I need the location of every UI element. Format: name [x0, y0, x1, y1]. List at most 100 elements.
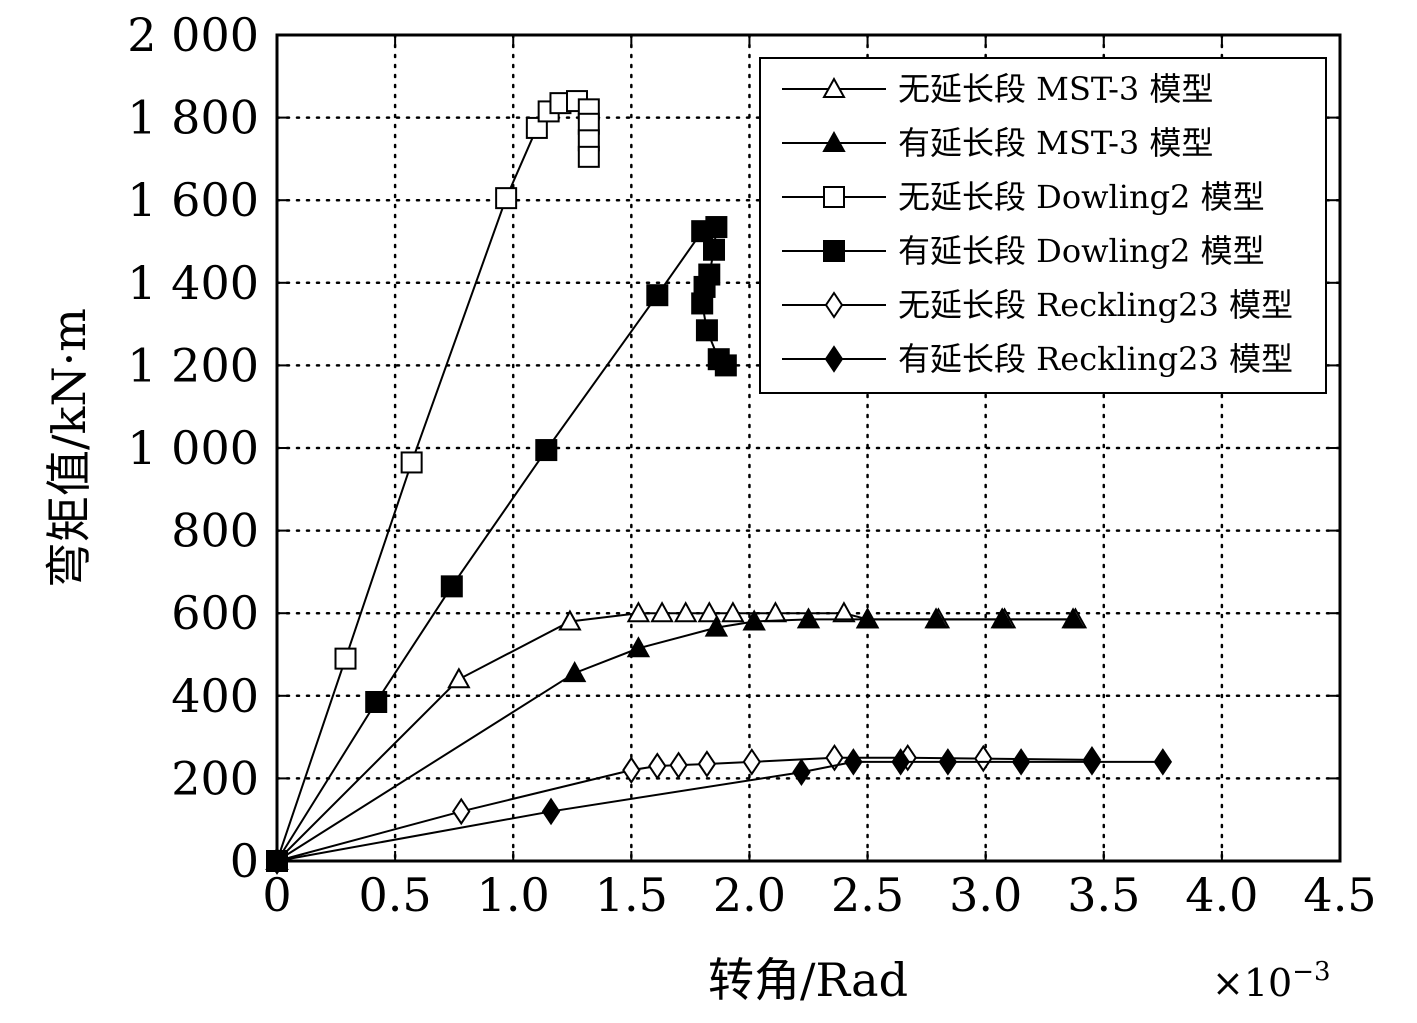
legend-entry: 无延长段 MST-3 模型	[782, 70, 1213, 108]
series-line	[276, 618, 1074, 862]
series-line	[276, 612, 1076, 862]
y-axis-title: 弯矩值/kN·m	[42, 308, 96, 588]
data-point	[796, 607, 821, 629]
x-tick-label: 2.5	[831, 868, 904, 922]
data-point	[697, 750, 717, 778]
data-point	[705, 216, 728, 239]
legend-marker	[822, 130, 846, 152]
y-tick-label: 0	[230, 834, 259, 888]
series-3	[266, 90, 600, 872]
series-5	[267, 743, 1102, 875]
legend-box	[759, 57, 1327, 394]
data-point	[648, 752, 667, 780]
data-point	[721, 601, 745, 623]
y-tick-label: 1 600	[127, 173, 259, 227]
data-point	[650, 601, 674, 623]
data-point	[1082, 748, 1102, 776]
data-point	[669, 751, 688, 779]
x-tick-label: 0.5	[359, 868, 432, 922]
data-point	[447, 667, 471, 689]
legend-marker	[823, 240, 845, 262]
series-1	[265, 601, 1088, 870]
x-axis-title: 转角/Rad	[708, 953, 908, 1007]
data-point	[691, 292, 714, 315]
x-tick-label: 2.0	[713, 868, 786, 922]
y-tick-label: 2 000	[127, 8, 259, 62]
data-point	[646, 284, 669, 307]
legend-entry: 有延长段 Reckling23 模型	[782, 340, 1293, 378]
x-tick-label: 0	[262, 868, 291, 922]
data-point	[452, 797, 471, 826]
data-point	[562, 661, 587, 683]
data-point	[714, 354, 737, 377]
legend-label: 无延长段 MST-3 模型	[898, 70, 1213, 108]
data-point	[938, 748, 958, 776]
data-point	[334, 647, 357, 670]
y-tick-label: 1 400	[127, 256, 259, 310]
legend-label: 有延长段 Reckling23 模型	[898, 340, 1293, 378]
data-point	[365, 690, 388, 713]
data-point	[844, 748, 863, 776]
data-point	[1153, 748, 1173, 776]
data-point	[622, 756, 641, 784]
y-tick-label: 600	[171, 586, 259, 640]
series-4	[266, 216, 737, 872]
x-tick-label: 1.5	[595, 868, 668, 922]
x-axis-multiplier: ×10−3	[1212, 957, 1331, 1005]
data-point	[792, 758, 811, 787]
y-tick-label: 200	[171, 751, 259, 805]
data-point	[267, 847, 287, 875]
data-point	[704, 615, 729, 637]
series-line	[276, 756, 1092, 862]
series-6	[267, 748, 1173, 875]
y-tick-label: 800	[171, 504, 259, 558]
legend-label: 无延长段 Reckling23 模型	[898, 286, 1293, 324]
data-point	[990, 607, 1014, 629]
data-point	[891, 748, 910, 776]
legend-marker	[822, 76, 846, 98]
data-point	[495, 187, 518, 210]
data-point	[974, 744, 993, 773]
data-point	[440, 575, 463, 598]
axis-ticks: 0 200 400 600 800 1 000 1 200 1 400 1 600 1 800 2 …	[127, 8, 1376, 922]
data-point	[400, 451, 423, 474]
legend-entry: 无延长段 Dowling2 模型	[782, 178, 1265, 216]
data-point	[742, 609, 766, 631]
series-line	[276, 100, 590, 862]
legend-marker	[824, 291, 844, 319]
data-point	[626, 636, 651, 658]
legend-entry: 有延长段 Dowling2 模型	[782, 232, 1265, 270]
data-point	[742, 748, 762, 776]
data-point	[695, 319, 718, 342]
legend-label: 有延长段 MST-3 模型	[898, 124, 1213, 162]
legend-marker	[823, 186, 845, 208]
y-tick-label: 400	[171, 669, 259, 723]
data-point	[525, 116, 548, 139]
y-tick-label: 1 000	[127, 421, 259, 475]
x-tick-label: 4.5	[1303, 868, 1376, 922]
x-tick-label: 1.0	[477, 868, 550, 922]
data-point	[855, 607, 880, 629]
legend-entry: 无延长段 Reckling23 模型	[782, 286, 1293, 324]
x-tick-label: 4.0	[1185, 868, 1258, 922]
data-point	[697, 601, 721, 623]
data-point	[626, 601, 651, 623]
data-point	[541, 797, 561, 826]
legend-label: 有延长段 Dowling2 模型	[898, 232, 1265, 270]
data-point	[577, 145, 600, 168]
data-point	[825, 743, 844, 772]
data-point	[832, 601, 856, 623]
data-point	[558, 609, 582, 631]
data-series	[265, 90, 1173, 875]
y-tick-label: 1 200	[127, 338, 259, 392]
data-point	[1061, 607, 1085, 629]
data-point	[1011, 748, 1031, 776]
data-point	[703, 238, 726, 261]
legend-entry: 有延长段 MST-3 模型	[782, 124, 1213, 162]
x-tick-label: 3.5	[1067, 868, 1140, 922]
legend-label: 无延长段 Dowling2 模型	[898, 178, 1265, 216]
data-point	[924, 607, 948, 629]
y-tick-label: 1 800	[127, 91, 259, 145]
